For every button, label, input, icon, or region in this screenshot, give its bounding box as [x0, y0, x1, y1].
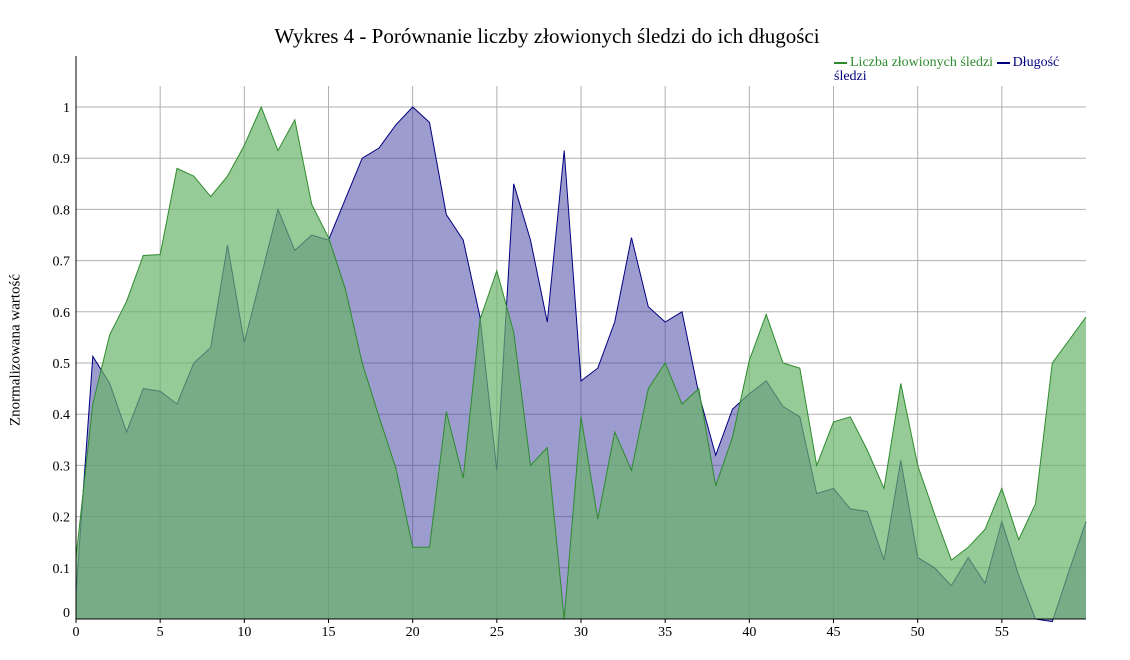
y-tick-label: 0.5: [53, 357, 71, 372]
legend: Liczba złowionych śledzi Długość śledzi: [834, 56, 1074, 84]
y-tick-label: 0: [63, 606, 70, 621]
x-tick-label: 20: [406, 625, 420, 640]
x-tick-label: 50: [911, 625, 925, 640]
x-tick-label: 10: [237, 625, 251, 640]
y-tick-label: 0.8: [53, 203, 71, 218]
axes: [75, 56, 1086, 623]
x-tick-label: 5: [157, 625, 164, 640]
x-tick-label: 0: [73, 625, 80, 640]
legend-swatch-catch: [834, 61, 847, 64]
legend-label-catch: Liczba złowionych śledzi: [850, 55, 994, 70]
y-tick-label: 0.4: [53, 408, 71, 423]
x-tick-label: 45: [827, 625, 841, 640]
y-tick-label: 0.9: [53, 152, 71, 167]
y-tick-label: 0.6: [53, 306, 71, 321]
y-tick-label: 1: [63, 101, 70, 116]
x-tick-label: 30: [574, 625, 588, 640]
area-catch: [76, 107, 1086, 619]
tick-labels: 0 5 10 15 20 25 30 35 40 45 50 55 0 0.1 0.2 0.3 0.4 0.5 0.…: [53, 101, 1009, 640]
x-tick-label: 55: [995, 625, 1009, 640]
y-tick-label: 0.7: [53, 255, 71, 270]
legend-entry-catch: Liczba złowionych śledzi: [834, 55, 997, 70]
series-areas: [75, 105, 1087, 623]
legend-swatch-length: [996, 61, 1010, 64]
legend-label-length: Długość śledzi: [834, 55, 1060, 84]
y-tick-label: 0.1: [53, 562, 71, 577]
chart-title: Wykres 4 - Porównanie liczby złowionych …: [274, 24, 820, 48]
x-tick-label: 25: [490, 625, 504, 640]
x-tick-label: 40: [742, 625, 756, 640]
x-tick-label: 15: [322, 625, 336, 640]
line-catch: [75, 105, 1087, 620]
y-tick-label: 0.2: [53, 511, 71, 526]
y-tick-label: 0.3: [53, 459, 71, 474]
x-tick-label: 35: [658, 625, 672, 640]
legend-entry-length: Długość śledzi: [834, 55, 1059, 84]
